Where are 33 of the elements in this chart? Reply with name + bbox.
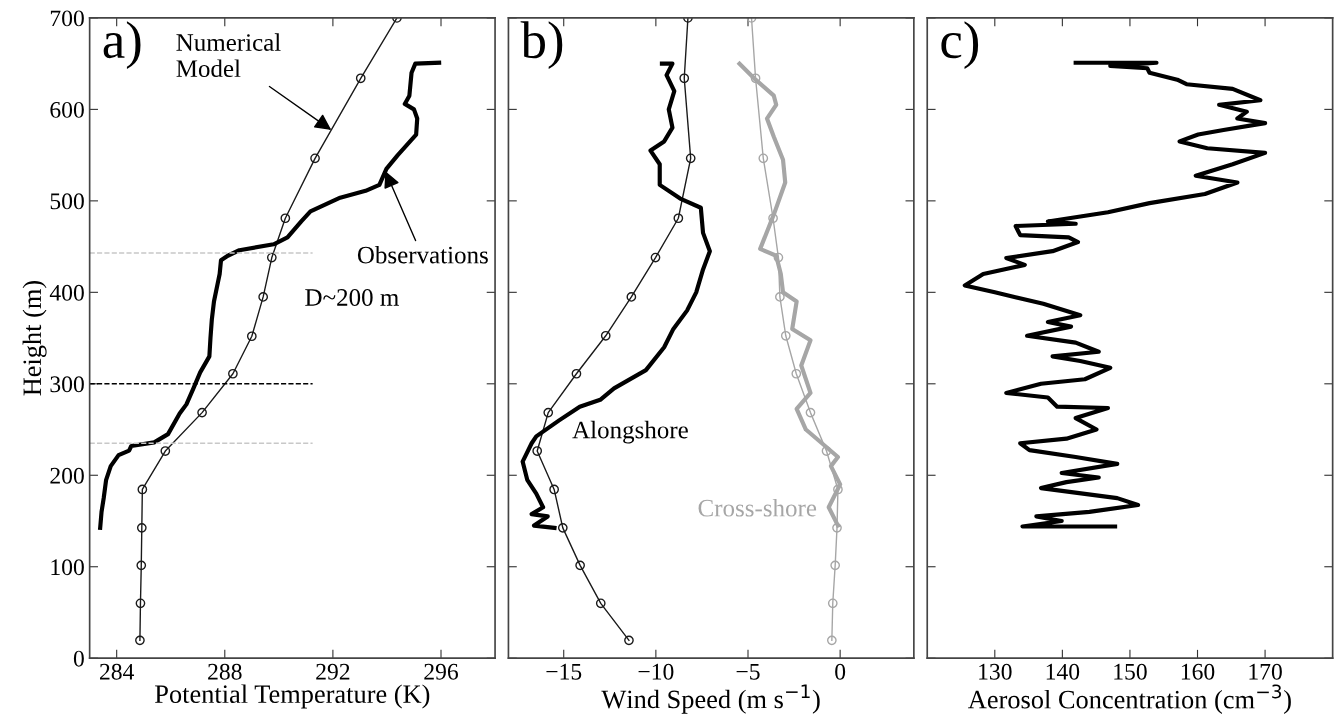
x-tick-label: 0 [835, 663, 846, 680]
x-axis-title: Aerosol Concentration (cm$^{−3}$) [968, 684, 1291, 714]
x-tick-label: 292 [316, 663, 350, 680]
x-tick-label: 130 [979, 663, 1012, 680]
y-tick-label: 100 [51, 559, 84, 576]
annotation: a) [103, 21, 141, 69]
x-tick-label: −15 [546, 663, 582, 680]
x-tick-label: −10 [638, 663, 674, 680]
x-tick-label: −5 [736, 663, 760, 680]
x-tick-label: 160 [1181, 663, 1215, 680]
x-tick-label: 170 [1249, 663, 1282, 680]
y-tick-label: 400 [49, 284, 84, 301]
series-label: Cross-shore [698, 498, 817, 517]
y-tick-label: 700 [50, 10, 84, 27]
annotation: b) [520, 21, 563, 69]
y-tick-label: 600 [50, 101, 84, 118]
annotation: Observations [357, 245, 488, 264]
annotation: c) [941, 21, 979, 69]
y-tick-label: 500 [50, 193, 84, 210]
x-tick-label: 150 [1114, 663, 1147, 680]
y-axis-title: Height (m) [22, 280, 47, 396]
x-tick-label: 284 [100, 663, 135, 680]
x-axis-title: Wind Speed (m s$^{−1}$) [601, 684, 820, 714]
x-tick-label: 288 [208, 663, 242, 680]
x-tick-label: 140 [1046, 663, 1080, 680]
y-tick-label: 200 [50, 467, 84, 484]
x-tick-label: 296 [424, 663, 459, 680]
x-axis-title: Potential Temperature (K) [155, 684, 430, 709]
y-tick-label: 0 [73, 650, 84, 667]
series-label: Alongshore [572, 420, 688, 444]
y-tick-label: 300 [50, 376, 84, 393]
annotation: D~200 m [305, 289, 399, 306]
annotation: Numerical Model [176, 33, 281, 78]
